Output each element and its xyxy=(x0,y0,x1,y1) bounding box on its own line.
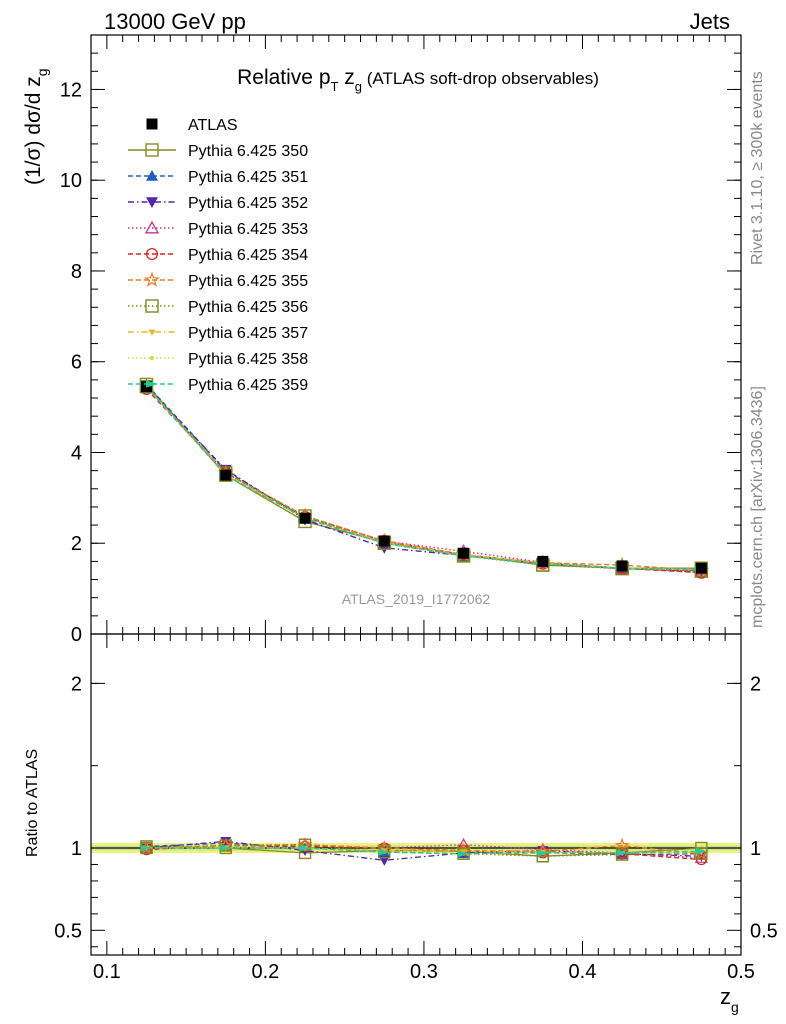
ratio-frame xyxy=(90,633,742,956)
ratio-data-point xyxy=(299,844,311,852)
header-right: Jets xyxy=(690,9,730,34)
ratio-data-point xyxy=(220,844,232,852)
x-tick-label: 0.1 xyxy=(93,961,121,983)
main-data-point xyxy=(220,469,232,481)
legend-label: Pythia 6.425 350 xyxy=(188,143,308,160)
x-axis-title: zg xyxy=(720,984,739,1015)
legend-item: Pythia 6.425 359 xyxy=(128,377,308,394)
legend-label: Pythia 6.425 352 xyxy=(188,195,308,212)
mcplots-label: mcplots.cern.ch [arXiv:1306.3436] xyxy=(749,386,766,628)
main-series-line xyxy=(145,386,702,571)
legend-label: Pythia 6.425 355 xyxy=(188,273,308,290)
legend-item: Pythia 6.425 358 xyxy=(128,351,308,368)
chart-title: Relative pT zg (ATLAS soft-drop observab… xyxy=(237,66,599,94)
legend-item: Pythia 6.425 355 xyxy=(128,271,308,290)
legend-marker xyxy=(144,220,160,234)
ratio-data-point xyxy=(140,844,152,852)
main-series-line xyxy=(145,386,702,572)
ratio-y-tick-label: 0.5 xyxy=(54,920,82,942)
legend-marker xyxy=(146,380,158,388)
x-tick-label: 0.2 xyxy=(251,961,279,983)
main-y-tick-label: 8 xyxy=(71,261,82,283)
main-y-axis-title: (1/σ) dσ/d zg xyxy=(22,68,50,185)
main-y-tick-label: 2 xyxy=(71,533,82,555)
main-data-point xyxy=(537,555,549,567)
ratio-data-point xyxy=(378,855,390,866)
header-left: 13000 GeV pp xyxy=(104,9,246,34)
legend-marker xyxy=(149,355,155,361)
legend-marker xyxy=(145,143,159,157)
main-y-tick-label: 10 xyxy=(60,170,82,192)
main-data-point xyxy=(616,560,628,572)
legend-label: Pythia 6.425 357 xyxy=(188,325,308,342)
legend-marker xyxy=(146,197,158,208)
ratio-y-tick-label: 1 xyxy=(71,838,82,860)
main-series-line xyxy=(145,386,702,571)
ratio-y-tick-label-right: 2 xyxy=(750,673,761,695)
legend-marker xyxy=(145,299,159,313)
main-data-point xyxy=(378,535,390,547)
ratio-series-line xyxy=(146,846,702,855)
ratio-series xyxy=(140,844,707,858)
x-tick-label: 0.3 xyxy=(410,961,438,983)
legend-item: Pythia 6.425 353 xyxy=(128,220,308,238)
legend-item: ATLAS xyxy=(146,117,238,134)
ratio-data-point xyxy=(458,850,470,858)
ratio-data-point xyxy=(537,849,549,857)
ratio-data-point xyxy=(616,849,628,857)
analysis-watermark: ATLAS_2019_I1772062 xyxy=(342,591,491,607)
main-data-point xyxy=(299,512,311,524)
ratio-data-point xyxy=(378,848,390,856)
main-data-point xyxy=(695,562,707,574)
legend-label: Pythia 6.425 356 xyxy=(188,299,308,316)
legend-marker xyxy=(146,170,158,181)
ratio-series-line xyxy=(146,847,702,854)
legend-item: Pythia 6.425 356 xyxy=(128,299,308,316)
ratio-y-axis-title: Ratio to ATLAS xyxy=(24,749,41,857)
ratio-series-line xyxy=(146,842,702,856)
legend-label: Pythia 6.425 354 xyxy=(188,247,308,264)
legend-label: Pythia 6.425 353 xyxy=(188,221,308,238)
legend-label: ATLAS xyxy=(188,117,238,134)
legend-item: Pythia 6.425 352 xyxy=(128,195,308,212)
rivet-label: Rivet 3.1.10, ≥ 300k events xyxy=(749,71,766,265)
ratio-y-tick-label: 2 xyxy=(71,673,82,695)
legend-marker xyxy=(145,247,159,261)
ratio-y-tick-label-right: 0.5 xyxy=(750,920,778,942)
legend: ATLAS Pythia 6.425 350 Pythia 6.425 351 Pyt… xyxy=(128,117,308,394)
legend-label: Pythia 6.425 358 xyxy=(188,351,308,368)
main-panel: 0 2 4 6 8 10 12 xyxy=(60,34,742,646)
legend-marker xyxy=(146,118,158,130)
legend-marker xyxy=(148,329,156,336)
main-y-tick-label: 6 xyxy=(71,352,82,374)
ratio-panel: 0.5 0.5 1 1 2 2 0.1 0.2 0.3 0.4 0.5 xyxy=(54,633,778,983)
legend-item: Pythia 6.425 354 xyxy=(128,247,308,264)
main-series xyxy=(140,381,707,574)
legend-item: Pythia 6.425 351 xyxy=(128,169,308,186)
x-tick-label: 0.5 xyxy=(727,961,755,983)
ratio-data-point xyxy=(614,837,630,852)
legend-item: Pythia 6.425 357 xyxy=(128,325,308,342)
ratio-data-point xyxy=(695,847,707,855)
x-tick-label: 0.4 xyxy=(569,961,597,983)
legend-item: Pythia 6.425 350 xyxy=(128,143,308,160)
ratio-series-line xyxy=(146,847,702,855)
main-y-tick-label: 0 xyxy=(71,624,82,646)
main-y-tick-label: 12 xyxy=(60,79,82,101)
ratio-y-tick-label-right: 1 xyxy=(750,838,761,860)
main-data-point xyxy=(458,547,470,559)
legend-marker xyxy=(144,271,160,287)
ratio-series-line xyxy=(146,844,702,857)
legend-label: Pythia 6.425 351 xyxy=(188,169,308,186)
main-y-tick-label: 4 xyxy=(71,442,82,464)
legend-label: Pythia 6.425 359 xyxy=(188,377,308,394)
